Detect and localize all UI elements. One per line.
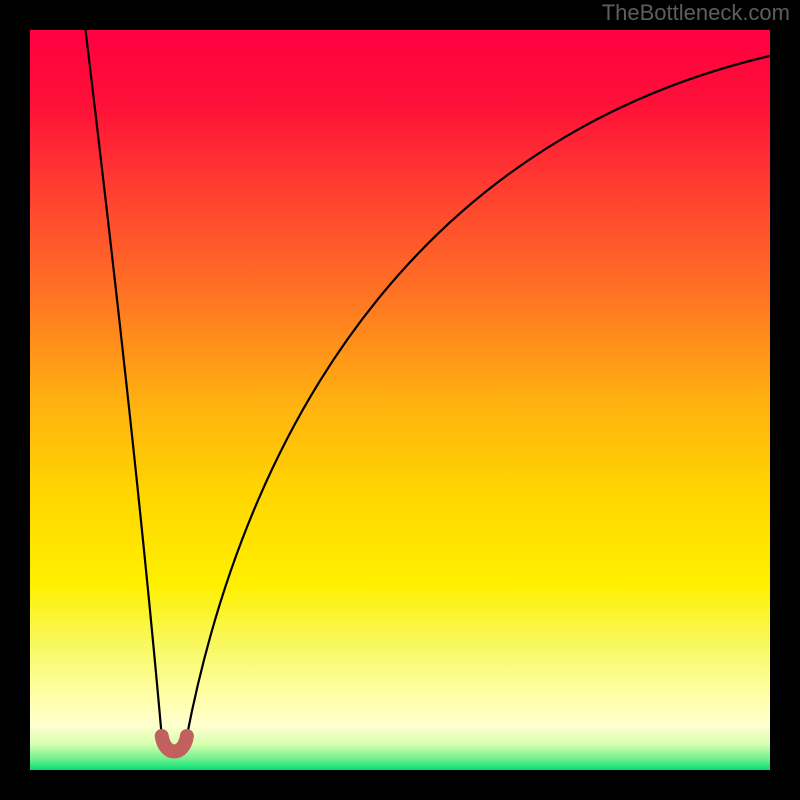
bottleneck-chart: [0, 0, 800, 800]
chart-container: TheBottleneck.com: [0, 0, 800, 800]
gradient-field: [30, 30, 770, 770]
watermark-text: TheBottleneck.com: [602, 0, 790, 26]
